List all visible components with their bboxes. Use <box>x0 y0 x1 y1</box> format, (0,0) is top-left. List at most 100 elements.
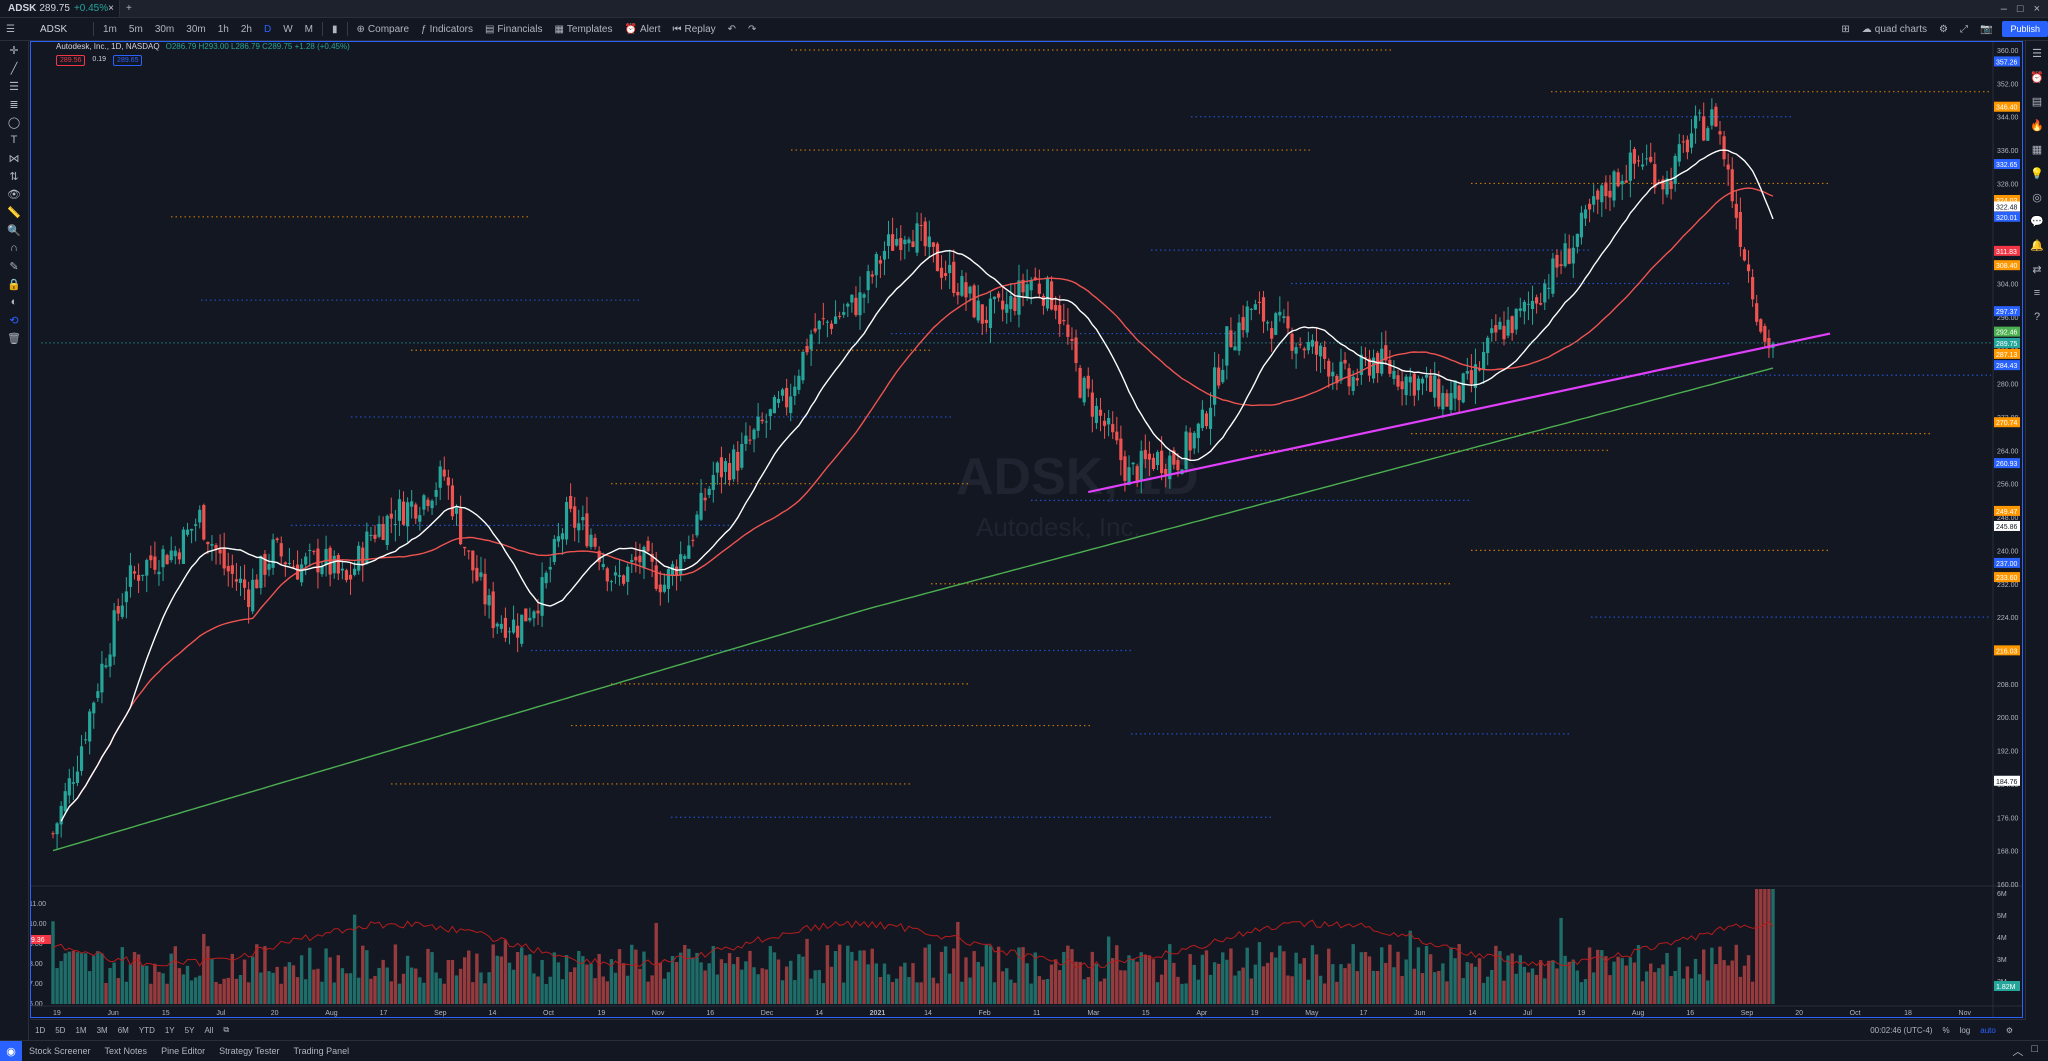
interval-1h[interactable]: 1h <box>217 23 229 35</box>
indicators-button[interactable]: ƒ Indicators <box>415 24 479 35</box>
volume-bar <box>907 977 911 1004</box>
ideas-icon[interactable]: 💡 <box>2030 167 2044 180</box>
settings-icon[interactable]: ⚙ <box>2005 1025 2013 1035</box>
order-panel-icon[interactable]: ⇄ <box>2032 263 2042 276</box>
shapes-icon[interactable]: ◯ <box>7 116 21 129</box>
layout-button[interactable]: ⊞ <box>1835 24 1855 35</box>
snapshot-button[interactable]: 📷 <box>1974 24 1998 35</box>
undo-button[interactable]: ↶ <box>722 24 742 35</box>
price-tick: 280.00 <box>1997 382 2019 389</box>
trendline-icon[interactable]: ╱ <box>10 62 18 75</box>
volume-bar <box>1706 980 1710 1004</box>
collapse-panel-icon[interactable]: ︿ <box>2012 1046 2024 1058</box>
tab-trading-panel[interactable]: Trading Panel <box>293 1046 350 1056</box>
pattern-icon[interactable]: ⋈ <box>8 152 20 165</box>
chart-canvas[interactable]: 360.00352.00344.00336.00328.00320.00312.… <box>31 42 2022 1017</box>
chart-tab[interactable]: ADSK 289.75 +0.45% × <box>0 0 120 17</box>
data-window-icon[interactable]: ▤ <box>2031 95 2043 108</box>
calendar-icon[interactable]: ▦ <box>2031 143 2043 156</box>
chart-pane[interactable]: ADSK, 1D Autodesk, Inc. 360.00 352.00 344.… <box>30 41 2023 1018</box>
hide-icon[interactable]: ◐ <box>10 296 18 308</box>
price-label-bg <box>1994 645 2020 656</box>
eye-icon[interactable]: 👁 <box>7 188 21 201</box>
text-icon[interactable]: T <box>10 134 18 146</box>
stay-drawing-icon[interactable]: ✎ <box>9 260 19 273</box>
volume-tick: 5M <box>1997 913 2007 920</box>
watchlist-icon[interactable]: ☰ <box>2032 47 2042 60</box>
goto-date-icon[interactable]: ⧉ <box>223 1025 230 1034</box>
interval-w[interactable]: W <box>283 23 293 35</box>
alert-button[interactable]: ⏰ Alert <box>618 24 666 35</box>
candle-body <box>683 555 687 559</box>
hotlist-icon[interactable]: 🔥 <box>2030 119 2044 132</box>
zoom-icon[interactable]: 🔍 <box>7 224 21 237</box>
compare-button[interactable]: ⊕ Compare <box>351 24 416 35</box>
close-icon[interactable]: × <box>108 3 114 14</box>
tab-pine-editor[interactable]: Pine Editor <box>161 1046 206 1056</box>
replay-button[interactable]: ⏮ Replay <box>667 24 722 35</box>
templates-button[interactable]: ▦ Templates <box>548 24 618 35</box>
candle-body <box>234 579 239 582</box>
chat-icon[interactable]: 💬 <box>2030 215 2044 228</box>
interval-30m-b[interactable]: 30m <box>186 23 206 35</box>
menu-icon[interactable]: ☰ <box>6 23 15 35</box>
sync-icon[interactable]: ⟲ <box>9 314 19 327</box>
range-6m[interactable]: 6M <box>117 1025 129 1035</box>
crosshair-icon[interactable]: ✛ <box>9 44 19 57</box>
interval-d[interactable]: D <box>263 23 272 35</box>
symbol-search[interactable]: ADSK <box>40 23 68 35</box>
range-5y[interactable]: 5Y <box>184 1025 195 1035</box>
account-icon[interactable]: ◉ <box>0 1041 22 1061</box>
fib-icon[interactable]: ≣ <box>9 98 19 111</box>
layout-name[interactable]: ☁ quad charts <box>1856 24 1933 35</box>
lock-icon[interactable]: 🔒 <box>7 278 21 291</box>
range-1m[interactable]: 1M <box>75 1025 87 1035</box>
streams-icon[interactable]: ◎ <box>2032 191 2042 204</box>
candle-body <box>149 555 153 561</box>
magnet-icon[interactable]: ∩ <box>10 242 18 254</box>
maximize-icon[interactable]: □ <box>2016 2 2024 15</box>
buy-button[interactable]: 289.65 <box>113 55 143 66</box>
range-3m[interactable]: 3M <box>96 1025 108 1035</box>
log-toggle[interactable]: log <box>1959 1025 1971 1035</box>
close-window-icon[interactable]: × <box>2033 2 2040 15</box>
interval-5m[interactable]: 5m <box>128 23 143 35</box>
range-1y[interactable]: 1Y <box>164 1025 175 1035</box>
volume-bar <box>1428 954 1433 1004</box>
help-icon[interactable]: ? <box>2033 311 2041 323</box>
redo-button[interactable]: ↷ <box>742 24 762 35</box>
settings-button[interactable]: ⚙ <box>1933 24 1954 35</box>
tab-stock-screener[interactable]: Stock Screener <box>29 1046 91 1056</box>
range-all[interactable]: All <box>204 1025 214 1035</box>
tab-text-notes[interactable]: Text Notes <box>104 1046 148 1056</box>
notifications-icon[interactable]: 🔔 <box>2030 239 2044 252</box>
financials-button[interactable]: ▤ Financials <box>479 24 548 35</box>
maximize-panel-icon[interactable]: □ <box>2031 1043 2038 1055</box>
candle-body <box>825 321 830 323</box>
range-1d[interactable]: 1D <box>35 1025 46 1035</box>
interval-m[interactable]: M <box>304 23 313 35</box>
tab-strategy-tester[interactable]: Strategy Tester <box>219 1046 280 1056</box>
minimize-icon[interactable]: – <box>2000 2 2007 15</box>
interval-1m[interactable]: 1m <box>103 23 117 35</box>
dom-icon[interactable]: ≡ <box>2033 287 2041 299</box>
alerts-icon[interactable]: ⏰ <box>2030 71 2044 84</box>
chart-type-button[interactable]: ▮ <box>326 24 344 35</box>
fullscreen-button[interactable]: ⤢ <box>1954 24 1974 35</box>
volume-bar <box>784 966 789 1004</box>
trash-icon[interactable]: 🗑 <box>7 332 21 345</box>
volume-bar <box>79 953 84 1004</box>
interval-30m-a[interactable]: 30m <box>154 23 175 35</box>
ruler-icon[interactable]: 📏 <box>7 206 21 219</box>
percent-toggle[interactable]: % <box>1942 1025 1950 1035</box>
prediction-icon[interactable]: ⇅ <box>9 170 19 183</box>
horizontal-lines-icon[interactable]: ☰ <box>9 80 19 93</box>
new-tab-button[interactable]: + <box>126 3 132 14</box>
clock[interactable]: 00:02:46 (UTC-4) <box>1870 1025 1933 1035</box>
auto-toggle[interactable]: auto <box>1980 1025 1996 1035</box>
publish-button[interactable]: Publish <box>2002 21 2048 37</box>
sell-button[interactable]: 289.56 <box>56 55 86 66</box>
range-5d[interactable]: 5D <box>55 1025 66 1035</box>
interval-2h[interactable]: 2h <box>240 23 252 35</box>
range-ytd[interactable]: YTD <box>138 1025 155 1035</box>
